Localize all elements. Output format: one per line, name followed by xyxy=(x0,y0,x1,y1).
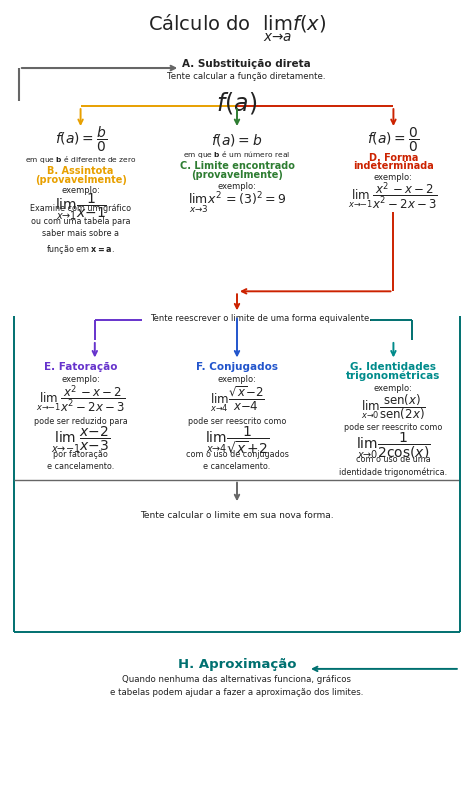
Text: $\lim_{x \to 0} \dfrac{1}{2\cos(x)}$: $\lim_{x \to 0} \dfrac{1}{2\cos(x)}$ xyxy=(356,430,431,461)
Text: em que $\mathbf{b}$ é diferente de zero: em que $\mathbf{b}$ é diferente de zero xyxy=(25,153,137,165)
Text: D. Forma: D. Forma xyxy=(369,152,418,162)
Text: $\lim_{x \to 4} \dfrac{\sqrt{x}-2}{x-4}$: $\lim_{x \to 4} \dfrac{\sqrt{x}-2}{x-4}$ xyxy=(210,384,264,414)
Text: $\lim_{x \to 3} x^2 = (3)^2 = 9$: $\lim_{x \to 3} x^2 = (3)^2 = 9$ xyxy=(188,190,286,216)
Text: $f(a)$: $f(a)$ xyxy=(217,90,257,116)
Text: pode ser reduzido para: pode ser reduzido para xyxy=(34,416,128,426)
Text: Quando nenhuma das alternativas funciona, gráficos
e tabelas podem ajudar a faze: Quando nenhuma das alternativas funciona… xyxy=(110,675,364,696)
Text: C. Limite encontrado: C. Limite encontrado xyxy=(180,161,294,171)
Text: Tente calcular o limite em sua nova forma.: Tente calcular o limite em sua nova form… xyxy=(140,510,334,520)
Text: por fatoração
e cancelamento.: por fatoração e cancelamento. xyxy=(47,449,114,470)
Text: indeterminada: indeterminada xyxy=(353,161,434,171)
Text: B. Assintota: B. Assintota xyxy=(47,166,114,176)
Text: Tente calcular a função diretamente.: Tente calcular a função diretamente. xyxy=(167,71,326,81)
Text: (provavelmente): (provavelmente) xyxy=(191,170,283,180)
Text: A. Substituição direta: A. Substituição direta xyxy=(182,59,311,69)
Text: $\lim_{x \to -1} \dfrac{x^2-x-2}{x^2-2x-3}$: $\lim_{x \to -1} \dfrac{x^2-x-2}{x^2-2x-… xyxy=(36,384,126,414)
Text: $\lim_{x \to -1} \dfrac{x-2}{x-3}$: $\lim_{x \to -1} \dfrac{x-2}{x-3}$ xyxy=(51,424,110,455)
Text: exemplo:: exemplo: xyxy=(374,172,413,182)
Text: F. Conjugados: F. Conjugados xyxy=(196,362,278,371)
Text: $f(a) = \dfrac{b}{0}$: $f(a) = \dfrac{b}{0}$ xyxy=(55,125,107,154)
Text: Cálculo do  $\lim_{x \to a} f(x)$: Cálculo do $\lim_{x \to a} f(x)$ xyxy=(148,13,326,44)
Text: Tente reescrever o limite de uma forma equivalente.: Tente reescrever o limite de uma forma e… xyxy=(150,313,372,323)
Text: trigonométricas: trigonométricas xyxy=(346,371,441,380)
Text: exemplo:: exemplo: xyxy=(374,383,413,393)
Text: H. Aproximação: H. Aproximação xyxy=(178,657,296,670)
Text: com o uso de uma
identidade trigonométrica.: com o uso de uma identidade trigonométri… xyxy=(339,454,447,477)
Text: G. Identidades: G. Identidades xyxy=(350,362,437,371)
Text: E. Fatoração: E. Fatoração xyxy=(44,362,118,371)
Text: exemplo:: exemplo: xyxy=(61,186,100,195)
Text: pode ser reescrito como: pode ser reescrito como xyxy=(344,422,443,431)
Text: (provavelmente): (provavelmente) xyxy=(35,175,127,185)
Text: $\lim_{x \to 0} \dfrac{\mathrm{sen}(x)}{\mathrm{sen}(2x)}$: $\lim_{x \to 0} \dfrac{\mathrm{sen}(x)}{… xyxy=(361,393,426,422)
Text: $f(a) = b$: $f(a) = b$ xyxy=(211,131,263,148)
Text: com o uso de conjugados
e cancelamento.: com o uso de conjugados e cancelamento. xyxy=(185,449,289,470)
Text: $\lim_{x \to -1} \dfrac{x^2-x-2}{x^2-2x-3}$: $\lim_{x \to -1} \dfrac{x^2-x-2}{x^2-2x-… xyxy=(348,181,438,212)
Text: $\lim_{x \to 4} \dfrac{1}{\sqrt{x}+2}$: $\lim_{x \to 4} \dfrac{1}{\sqrt{x}+2}$ xyxy=(205,424,269,455)
Text: $\lim_{x \to 1} \dfrac{1}{x-1}$: $\lim_{x \to 1} \dfrac{1}{x-1}$ xyxy=(55,191,107,222)
Text: exemplo:: exemplo: xyxy=(218,374,256,384)
Text: Examine com um gráfico
ou com uma tabela para
saber mais sobre a
função em $\mat: Examine com um gráfico ou com uma tabela… xyxy=(30,204,131,255)
Text: pode ser reescrito como: pode ser reescrito como xyxy=(188,416,286,426)
Text: em que $\mathbf{b}$ é um número real: em que $\mathbf{b}$ é um número real xyxy=(183,148,291,160)
Text: $f(a) = \dfrac{0}{0}$: $f(a) = \dfrac{0}{0}$ xyxy=(367,126,419,153)
Text: exemplo:: exemplo: xyxy=(218,182,256,191)
Text: exemplo:: exemplo: xyxy=(61,374,100,384)
